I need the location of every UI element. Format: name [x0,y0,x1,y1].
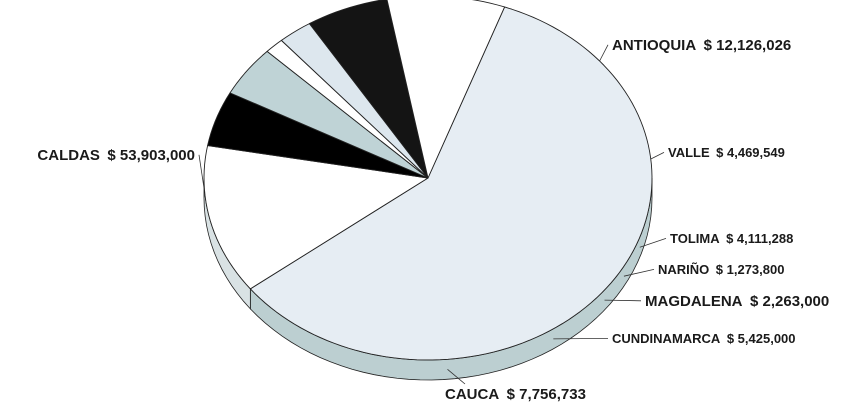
pie-slice-cundinamarca [308,0,429,179]
slice-value-caldas: $ 53,903,000 [107,147,195,164]
leader-line-tolima [639,238,667,248]
slice-value-cauca: $ 7,756,733 [507,386,586,403]
slice-name-tolima: TOLIMA [670,231,720,246]
pie-slice-magdalena [280,23,429,179]
slice-value-antioquia: $ 12,126,026 [704,37,792,54]
slice-name-cauca: CAUCA [445,386,499,403]
leader-line-magdalena [604,299,642,302]
pie-slice-valle [207,92,429,179]
slice-label-valle: VALLE $ 4,469,549 [668,145,785,160]
slice-label-cundinamarca: CUNDINAMARCA $ 5,425,000 [612,331,796,346]
slice-value-magdalena: $ 2,263,000 [750,293,829,310]
pie-top-group [203,0,653,361]
slice-name-cundinamarca: CUNDINAMARCA [612,331,721,346]
leader-line-caldas [198,154,205,189]
slice-name-caldas: CALDAS [37,147,100,164]
pie-slice-caldas [249,6,653,361]
leader-line-cundinamarca [553,338,609,340]
leader-line-antioquia [599,44,609,62]
slice-label-magdalena: MAGDALENA $ 2,263,000 [645,293,829,310]
slice-name-magdalena: MAGDALENA [645,293,743,310]
slice-value-narino: $ 1,273,800 [716,262,785,277]
pie-slice-tolima [229,50,429,179]
pie-slice-antioquia [203,145,429,290]
slice-name-valle: VALLE [668,145,710,160]
slice-label-caldas: CALDAS $ 53,903,000 [37,147,195,164]
slice-value-tolima: $ 4,111,288 [726,231,793,246]
slice-value-cundinamarca: $ 5,425,000 [727,331,796,346]
leader-line-cauca [447,368,466,385]
pie-slice-cauca [386,0,506,179]
slice-label-tolima: TOLIMA $ 4,111,288 [670,231,793,246]
slice-name-narino: NARIÑO [658,262,709,277]
leader-line-valle [650,152,665,160]
pie-labels-group: CALDAS $ 53,903,000 ANTIOQUIA $ 12,126,026 V… [37,37,829,403]
slice-label-antioquia: ANTIOQUIA $ 12,126,026 [612,37,791,54]
slice-label-narino: NARIÑO $ 1,273,800 [658,262,784,277]
slice-value-valle: $ 4,469,549 [716,145,785,160]
slice-label-cauca: CAUCA $ 7,756,733 [445,386,586,403]
leader-line-narino [623,269,655,277]
slice-name-antioquia: ANTIOQUIA [612,37,696,54]
